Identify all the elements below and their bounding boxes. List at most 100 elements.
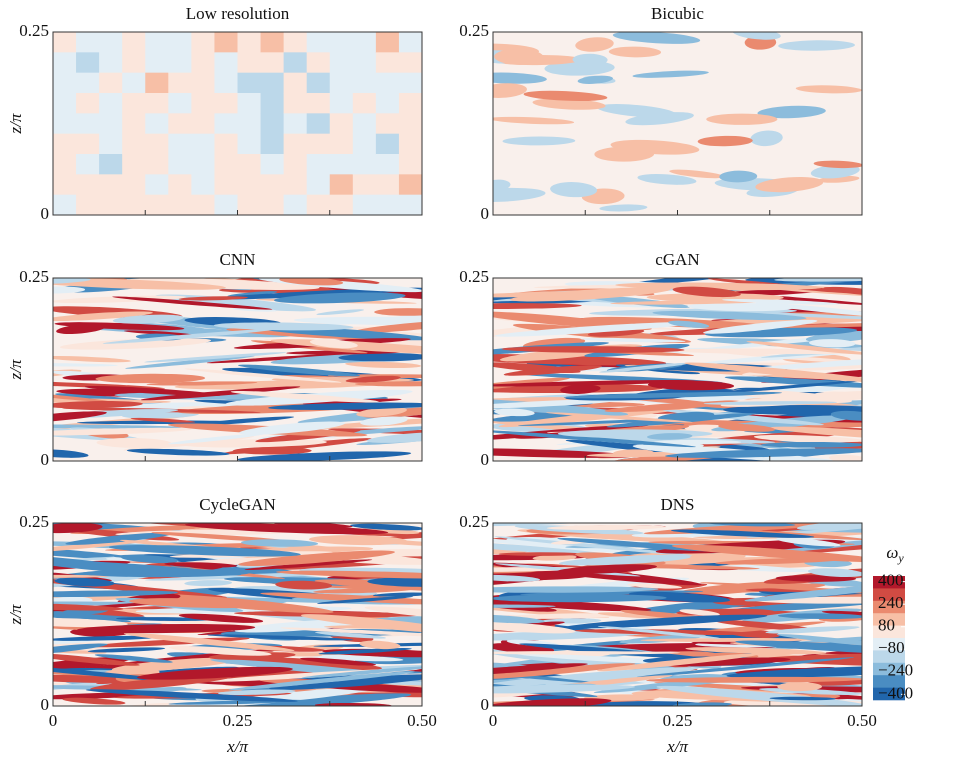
cell [99, 72, 123, 94]
field-streak [669, 169, 725, 179]
field-streak [532, 554, 577, 561]
field-streak [493, 448, 635, 458]
field-streak [125, 355, 255, 369]
cell [329, 93, 354, 114]
field-streak [62, 697, 126, 705]
field-streak [53, 643, 108, 656]
field-streak [360, 416, 408, 426]
cell [306, 154, 331, 175]
field-streak [494, 536, 693, 556]
field-streak [374, 308, 422, 316]
cell [122, 113, 146, 135]
field-streak [286, 350, 406, 355]
field-streak [53, 574, 109, 578]
field-streak [493, 429, 697, 448]
cell [53, 113, 77, 135]
field-streak [274, 292, 406, 304]
cell [352, 113, 377, 135]
field-streak [309, 535, 408, 546]
cell [99, 154, 123, 175]
cell [168, 174, 192, 196]
field-streak [237, 451, 412, 461]
field-streak [316, 596, 414, 604]
cell [76, 194, 100, 215]
field-streak [558, 554, 691, 566]
cell [283, 72, 308, 94]
cell [329, 113, 354, 135]
field-streak [493, 523, 583, 527]
field-streak [76, 623, 256, 634]
cell [283, 194, 308, 215]
field-streak [685, 647, 827, 655]
field-streak [493, 667, 699, 687]
field-streak [706, 113, 778, 125]
field-streak [493, 187, 546, 203]
cell [53, 72, 77, 94]
y-axis-label: z/π [6, 113, 25, 134]
colorbar-band [873, 650, 905, 664]
cell [76, 113, 100, 135]
cell [352, 133, 377, 155]
field-streak [126, 448, 230, 456]
cell [398, 52, 422, 74]
colorbar-tick-label: 240 [878, 593, 904, 612]
colorbar-band [873, 600, 905, 614]
cell [237, 194, 262, 215]
colorbar-band [873, 687, 905, 701]
panel-title: Bicubic [651, 4, 704, 23]
field-streak [563, 391, 783, 399]
field-streak [604, 401, 731, 413]
field-streak [314, 702, 392, 706]
field-streak [612, 32, 701, 44]
cell [99, 133, 123, 155]
field-streak [765, 626, 860, 634]
field-streak [145, 572, 346, 581]
cell [283, 174, 308, 196]
cell [214, 32, 238, 53]
field-streak [244, 559, 373, 571]
field-streak [268, 402, 422, 410]
field-streak [808, 568, 862, 578]
field-streak [703, 319, 818, 334]
field-streak [719, 170, 758, 183]
cell [398, 154, 422, 175]
field-streak [354, 381, 422, 387]
cell [214, 93, 238, 114]
field-streak [493, 399, 623, 409]
cell [283, 133, 308, 155]
field-streak [123, 632, 295, 652]
field-streak [352, 320, 422, 334]
x-tick-label: 0.25 [223, 711, 253, 730]
cell [329, 32, 354, 53]
cell [191, 133, 215, 155]
cell [53, 194, 77, 215]
field-streak [580, 337, 686, 343]
field-streak [545, 412, 693, 423]
field-streak [53, 603, 124, 611]
field-streak [647, 380, 735, 391]
field-streak [493, 379, 696, 387]
field-streak [493, 594, 667, 603]
cell [122, 174, 146, 196]
field-streak [774, 278, 862, 282]
cell [214, 174, 238, 196]
cell [398, 174, 422, 196]
field-streak [168, 433, 266, 445]
field-streak [690, 583, 826, 594]
cell [122, 32, 146, 53]
field-streak [185, 523, 389, 535]
field [53, 523, 422, 706]
field-streak [178, 296, 248, 301]
field-streak [753, 434, 862, 444]
cell [214, 194, 238, 215]
field-streak [705, 380, 860, 395]
cell [260, 133, 285, 155]
field-streak [345, 361, 422, 369]
cell [237, 52, 262, 74]
y-tick-label: 0.25 [459, 512, 489, 531]
cell [398, 194, 422, 215]
field [53, 278, 422, 461]
field-streak [493, 303, 582, 310]
field-streak [503, 365, 603, 376]
field-streak [53, 653, 140, 666]
